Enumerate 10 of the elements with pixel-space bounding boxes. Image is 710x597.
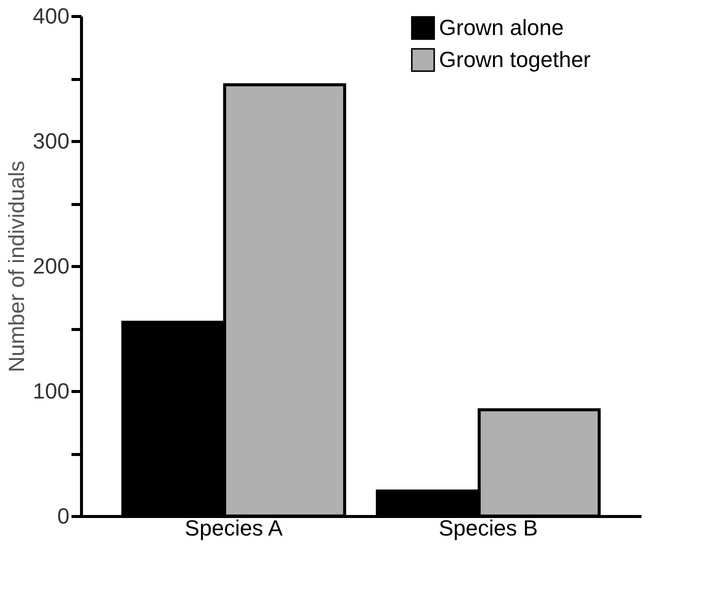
legend-label: Grown alone [439, 15, 564, 40]
y-tick-label: 100 [32, 378, 70, 404]
x-tick-label: Species B [438, 516, 538, 540]
x-tick-label: Species A [184, 516, 283, 540]
y-tick-label: 200 [32, 254, 70, 278]
y-tick-label: 400 [32, 4, 70, 28]
y-axis-title: Number of individuals [4, 160, 29, 372]
y-tick-label: 0 [57, 504, 70, 528]
legend-label: Grown together [439, 47, 591, 72]
y-tick-label: 300 [32, 128, 70, 154]
